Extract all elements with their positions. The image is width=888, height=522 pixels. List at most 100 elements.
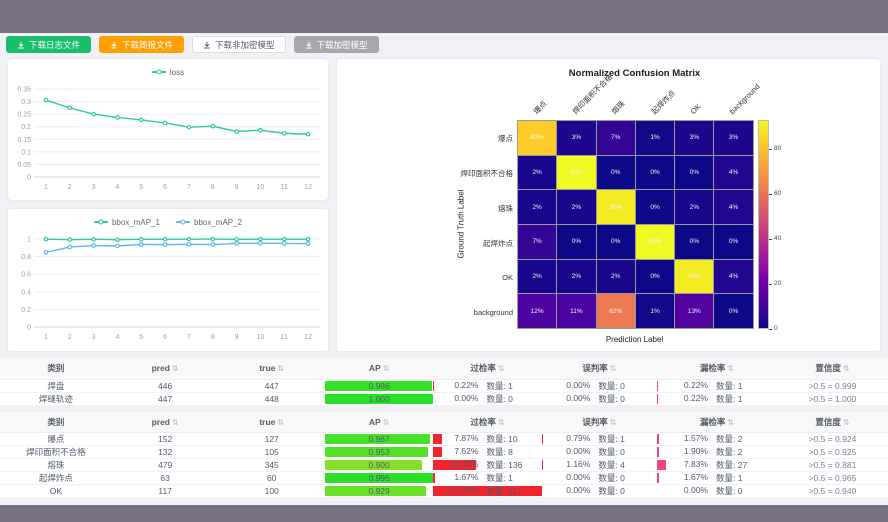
- over-detection-rate-cell: 7.62% 数量: 8: [433, 445, 542, 459]
- sort-icon[interactable]: ⇅: [277, 417, 285, 427]
- misjudge-rate-cell: 0.79% 数量: 1: [541, 432, 658, 446]
- colorbar-tick: [769, 194, 772, 196]
- legend-marker-icon: [176, 219, 190, 225]
- table-row: 焊缝轨迹 447 448 1.000 0.00% 数量: 0 0.00% 数量: 0 0.22%…: [0, 392, 888, 406]
- sort-icon[interactable]: ⇅: [382, 417, 390, 427]
- dashboard-content: loss 0 0.05 0.1 0.15 0.2 0.25 0.3 0.35 1 2 3 4 5 6 7 8 9…: [0, 58, 888, 352]
- svg-text:6: 6: [163, 184, 167, 191]
- matrix-cell: 0%: [557, 225, 596, 259]
- matrix-cell: 7%: [596, 121, 635, 155]
- misjudge-rate-cell: 0.00% 数量: 0: [541, 484, 658, 498]
- column-header: pred ⇅: [111, 358, 219, 380]
- colorbar-tick-label: 60: [774, 190, 782, 198]
- matrix-cell: 2%: [557, 190, 596, 225]
- class-name-cell: 爆点: [0, 432, 112, 446]
- matrix-cell: 0%: [675, 225, 714, 259]
- rate-bar: [433, 434, 442, 444]
- rate-bar: [433, 460, 476, 470]
- matrix-column-label: 爆点: [531, 99, 549, 116]
- download-icon: [18, 41, 24, 49]
- sort-icon[interactable]: ⇅: [727, 364, 735, 374]
- confidence-cell: >0.5 = 1.000: [776, 392, 888, 406]
- legend-item-bbox-map-1[interactable]: bbox_mAP_1: [93, 218, 160, 227]
- column-header: 漏检率 ⇅: [657, 411, 777, 433]
- svg-text:10: 10: [257, 184, 265, 191]
- sort-icon[interactable]: ⇅: [497, 364, 505, 374]
- download-log-file-button[interactable]: 下载日志文件: [6, 36, 92, 53]
- sort-icon[interactable]: ⇅: [727, 417, 735, 427]
- class-name-cell: OK: [0, 484, 112, 498]
- download-brief-file-button[interactable]: 下载简报文件: [99, 36, 185, 53]
- matrix-cell: 1%: [635, 294, 675, 329]
- matrix-column-label: OK: [688, 101, 703, 116]
- confidence-cell: >0.5 = 0.925: [776, 445, 888, 459]
- svg-text:0: 0: [27, 175, 31, 182]
- legend-label: bbox_mAP_2: [194, 217, 243, 227]
- rate-bar: [433, 447, 442, 457]
- download-encrypted-model-button[interactable]: 下载加密模型: [293, 36, 379, 53]
- matrix-column-label: 起焊炸点: [649, 88, 677, 116]
- ap-bar: [324, 380, 432, 391]
- sort-icon[interactable]: ⇅: [382, 364, 390, 374]
- svg-text:0.05: 0.05: [17, 162, 31, 169]
- sort-icon[interactable]: ⇅: [497, 417, 505, 427]
- sort-icon[interactable]: ⇅: [277, 364, 285, 374]
- sort-icon[interactable]: ⇅: [842, 364, 850, 374]
- matrix-cell: 7%: [518, 225, 557, 259]
- pred-count-cell: 152: [111, 432, 219, 446]
- misjudge-rate-cell: 0.00% 数量: 0: [541, 471, 658, 485]
- matrix-cell: 0%: [714, 225, 753, 259]
- colorbar-tick: [769, 284, 772, 286]
- svg-text:2: 2: [68, 184, 72, 191]
- matrix-row-label: 熔珠: [498, 204, 513, 214]
- table-row: 焊印面积不合格 132 105 0.953 7.62% 数量: 8 0.00% 数量: 0 1.…: [0, 445, 888, 459]
- matrix-cell: 3%: [557, 121, 596, 155]
- button-label: 下载非加密模型: [215, 39, 275, 50]
- matrix-cell: 2%: [518, 259, 557, 294]
- matrix-cell: 13%: [675, 294, 714, 329]
- sort-icon[interactable]: ⇅: [609, 417, 617, 427]
- confidence-cell: >0.5 = 0.999: [776, 379, 888, 393]
- ap-cell: 0.900: [324, 458, 434, 472]
- svg-text:9: 9: [235, 184, 239, 191]
- svg-text:8: 8: [211, 334, 215, 341]
- svg-text:7: 7: [187, 334, 191, 341]
- matrix-cell: 0%: [596, 155, 635, 190]
- colorbar-tick-label: 80: [774, 145, 782, 153]
- svg-text:2: 2: [68, 334, 72, 341]
- matrix-column-label: background: [727, 81, 763, 116]
- sort-icon[interactable]: ⇅: [172, 417, 179, 427]
- charts-column: loss 0 0.05 0.1 0.15 0.2 0.25 0.3 0.35 1 2 3 4 5 6 7 8 9…: [7, 58, 329, 352]
- colorbar-tick: [769, 149, 772, 151]
- download-unencrypted-model-button[interactable]: 下载非加密模型: [192, 36, 286, 53]
- legend-item-bbox-map-2[interactable]: bbox_mAP_2: [176, 218, 242, 227]
- button-label: 下载日志文件: [29, 39, 81, 50]
- svg-text:0: 0: [27, 325, 31, 332]
- sort-icon[interactable]: ⇅: [172, 364, 179, 374]
- confidence-cell: >0.5 = 0.924: [776, 432, 888, 446]
- miss-rate-cell: 1.67% 数量: 1: [657, 471, 777, 485]
- svg-text:0.1: 0.1: [21, 149, 31, 156]
- svg-text:7: 7: [187, 184, 191, 191]
- svg-text:10: 10: [257, 334, 265, 341]
- confusion-matrix-grid: 83% 3% 7% 1% 3% 3% 2% 93% 0% 0% 0% 4% 2% 2% 90% 0% 2% 4% 7…: [517, 120, 754, 330]
- miss-rate-cell: 0.00% 数量: 0: [657, 484, 777, 498]
- matrix-cell: 83%: [518, 121, 557, 155]
- over-detection-rate-cell: 39.42% 数量: 136: [433, 458, 542, 472]
- sort-icon[interactable]: ⇅: [609, 364, 617, 374]
- column-header: AP ⇅: [324, 358, 434, 380]
- svg-text:0.8: 0.8: [21, 254, 31, 261]
- matrix-cell: 0%: [635, 259, 675, 294]
- loss-line-chart: 00.050.10.150.20.250.30.351 2 3 4 5 6 7 8 9 10 11 1…: [17, 87, 320, 191]
- svg-text:5: 5: [139, 334, 143, 341]
- pred-count-cell: 447: [111, 392, 219, 406]
- legend-marker-icon: [151, 69, 166, 75]
- table-row: 熔珠 479 345 0.900 39.42% 数量: 136 1.16% 数量: 4 7.83…: [0, 458, 888, 472]
- sort-icon[interactable]: ⇅: [842, 417, 850, 427]
- column-header: 过检率 ⇅: [433, 411, 542, 433]
- matrix-cell: 3%: [675, 121, 714, 155]
- column-header: AP ⇅: [324, 411, 434, 433]
- legend-item-loss[interactable]: loss: [151, 68, 184, 77]
- ap-bar: [324, 460, 423, 470]
- pred-count-cell: 479: [111, 458, 219, 472]
